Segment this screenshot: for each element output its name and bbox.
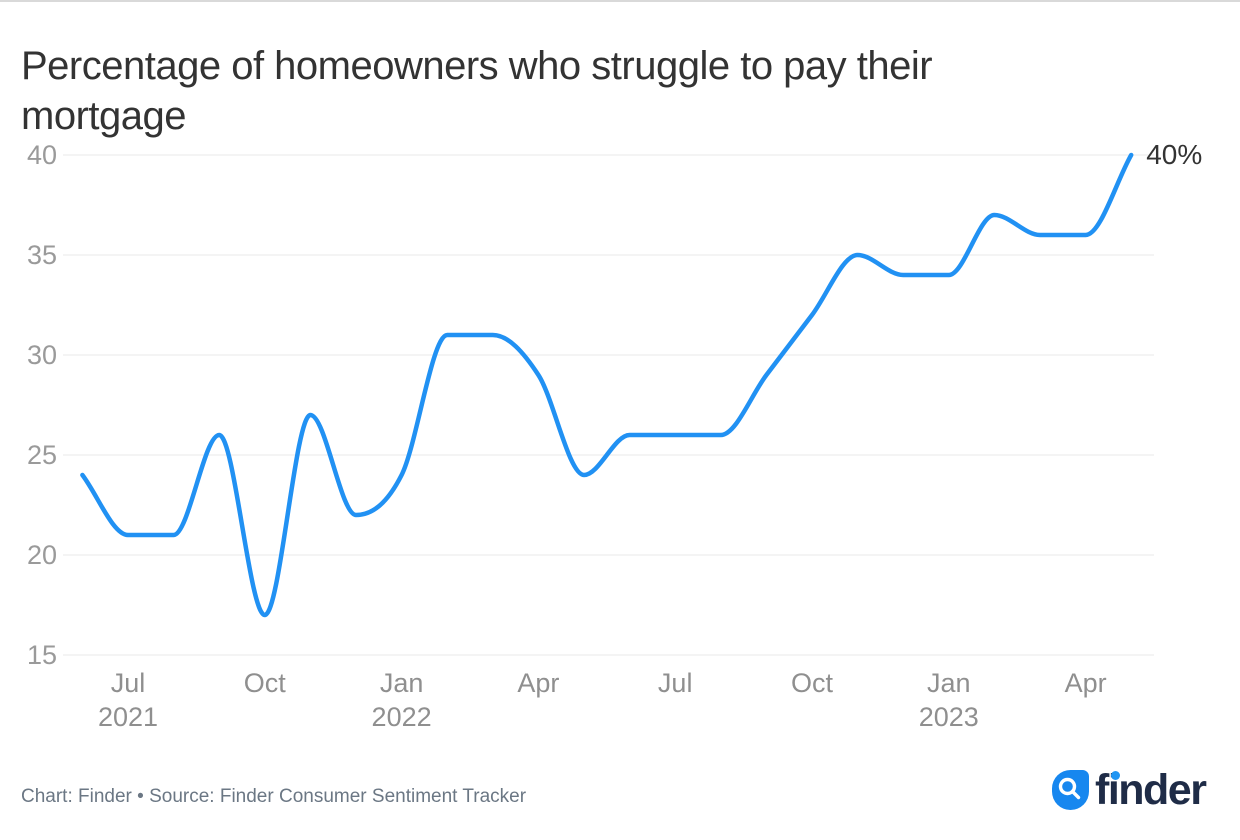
finder-logo: finder bbox=[1052, 766, 1207, 814]
gridlines bbox=[63, 154, 1154, 656]
footer-credit: Chart: Finder • Source: Finder Consumer … bbox=[21, 786, 527, 807]
top-edge-divider bbox=[0, 0, 1240, 2]
magnifier-drop-icon bbox=[1052, 770, 1089, 810]
finder-wordmark: finder bbox=[1095, 766, 1207, 814]
finder-i-dot-icon bbox=[1111, 771, 1120, 780]
chart-title: Percentage of homeowners who struggle to… bbox=[21, 43, 933, 138]
line-end-value-label: 40% bbox=[1146, 139, 1203, 170]
data-line bbox=[80, 152, 1134, 618]
